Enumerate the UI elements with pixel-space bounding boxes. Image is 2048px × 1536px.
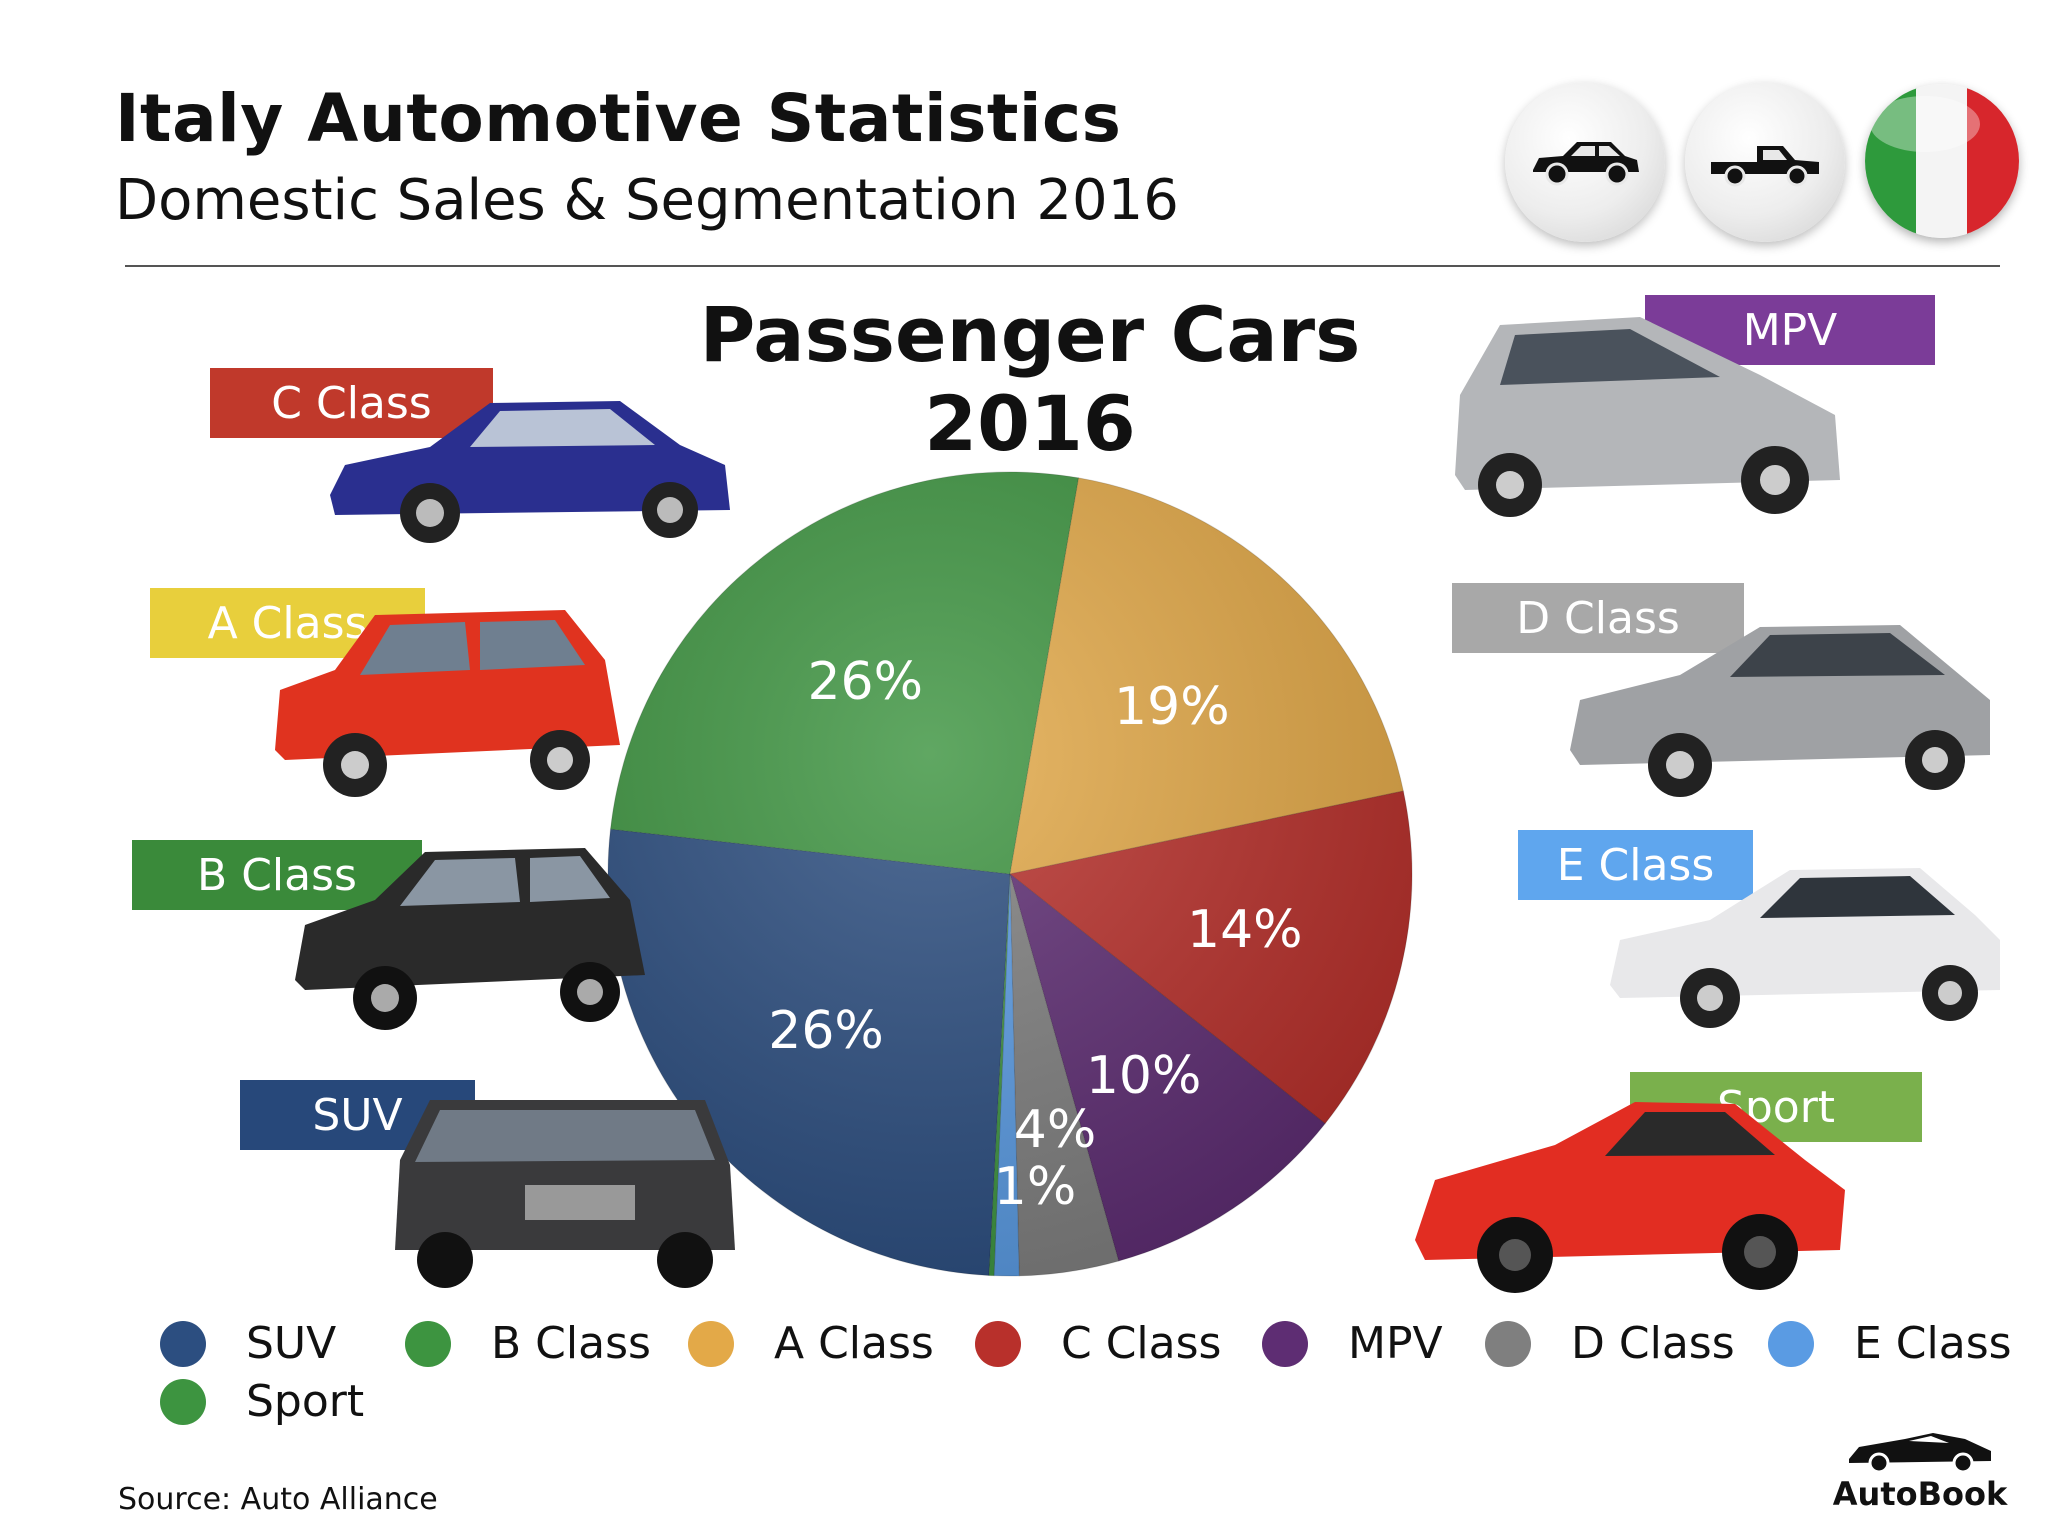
- legend-label-a-class: A Class: [774, 1318, 934, 1369]
- d-class-car-image: [1570, 625, 1990, 797]
- legend-item-e-class: E Class: [1768, 1318, 2012, 1369]
- legend-dot-sport: [160, 1378, 206, 1425]
- legend-label-suv: SUV: [246, 1318, 337, 1369]
- suv-car-image: [395, 1100, 735, 1288]
- e-class-car-image: [1610, 868, 2000, 1028]
- brand-name: AutoBook: [1832, 1475, 2008, 1513]
- legend-dot-a-class: [688, 1320, 734, 1367]
- sedan-car-badge: [1505, 82, 1665, 242]
- source-note: Source: Auto Alliance: [118, 1482, 438, 1517]
- legend-label-c-class: C Class: [1061, 1318, 1222, 1369]
- legend-label-e-class: E Class: [1854, 1318, 2012, 1369]
- label-d-class: D Class: [1452, 583, 1744, 653]
- legend-item-sport: Sport: [160, 1376, 364, 1427]
- pie-label-suv: 26%: [768, 1001, 884, 1061]
- legend-item-c-class: C Class: [975, 1318, 1221, 1369]
- autobook-logo: AutoBook: [1830, 1425, 2010, 1513]
- b-class-car-image: [295, 848, 645, 1030]
- legend-item-a-class: A Class: [688, 1318, 934, 1369]
- legend-item-d-class: D Class: [1485, 1318, 1735, 1369]
- chart-title: Passenger Cars 2016: [699, 290, 1361, 468]
- c-class-car-image: [330, 401, 730, 543]
- mpv-car-image: [1455, 317, 1840, 517]
- legend-label-b-class: B Class: [491, 1318, 651, 1369]
- legend-dot-b-class: [405, 1320, 451, 1367]
- legend-label-sport: Sport: [246, 1376, 365, 1427]
- label-c-class: C Class: [210, 368, 493, 438]
- pie-label-a-class: 19%: [1114, 677, 1230, 737]
- legend-dot-mpv: [1262, 1320, 1308, 1367]
- pie-label-mpv: 10%: [1086, 1046, 1202, 1106]
- label-e-class: E Class: [1518, 830, 1753, 900]
- a-class-car-image: [275, 610, 620, 797]
- sedan-car-icon: [1533, 142, 1639, 186]
- legend-dot-e-class: [1768, 1320, 1814, 1367]
- legend-item-suv: SUV: [160, 1318, 336, 1369]
- pie-label-c-class: 14%: [1187, 900, 1303, 960]
- header-divider: [125, 265, 2000, 267]
- sports-car-logo-icon: [1849, 1433, 1991, 1474]
- sport-car-image: [1415, 1102, 1845, 1293]
- page-subtitle: Domestic Sales & Segmentation 2016: [115, 168, 1179, 233]
- label-mpv: MPV: [1645, 295, 1935, 365]
- legend-label-mpv: MPV: [1348, 1318, 1443, 1369]
- legend-item-mpv: MPV: [1262, 1318, 1443, 1369]
- legend-label-d-class: D Class: [1571, 1318, 1735, 1369]
- legend-dot-suv: [160, 1320, 206, 1367]
- pie-label-d-class: 4%: [1014, 1100, 1097, 1160]
- pickup-truck-badge: [1685, 82, 1845, 242]
- label-b-class: B Class: [132, 840, 422, 910]
- pie-label-e-class: 1%: [994, 1157, 1077, 1217]
- legend-dot-d-class: [1485, 1320, 1531, 1367]
- pickup-truck-icon: [1711, 146, 1819, 187]
- legend-item-b-class: B Class: [405, 1318, 651, 1369]
- page-title: Italy Automotive Statistics: [115, 80, 1122, 157]
- legend-dot-c-class: [975, 1320, 1021, 1367]
- pie-label-b-class: 26%: [807, 652, 923, 712]
